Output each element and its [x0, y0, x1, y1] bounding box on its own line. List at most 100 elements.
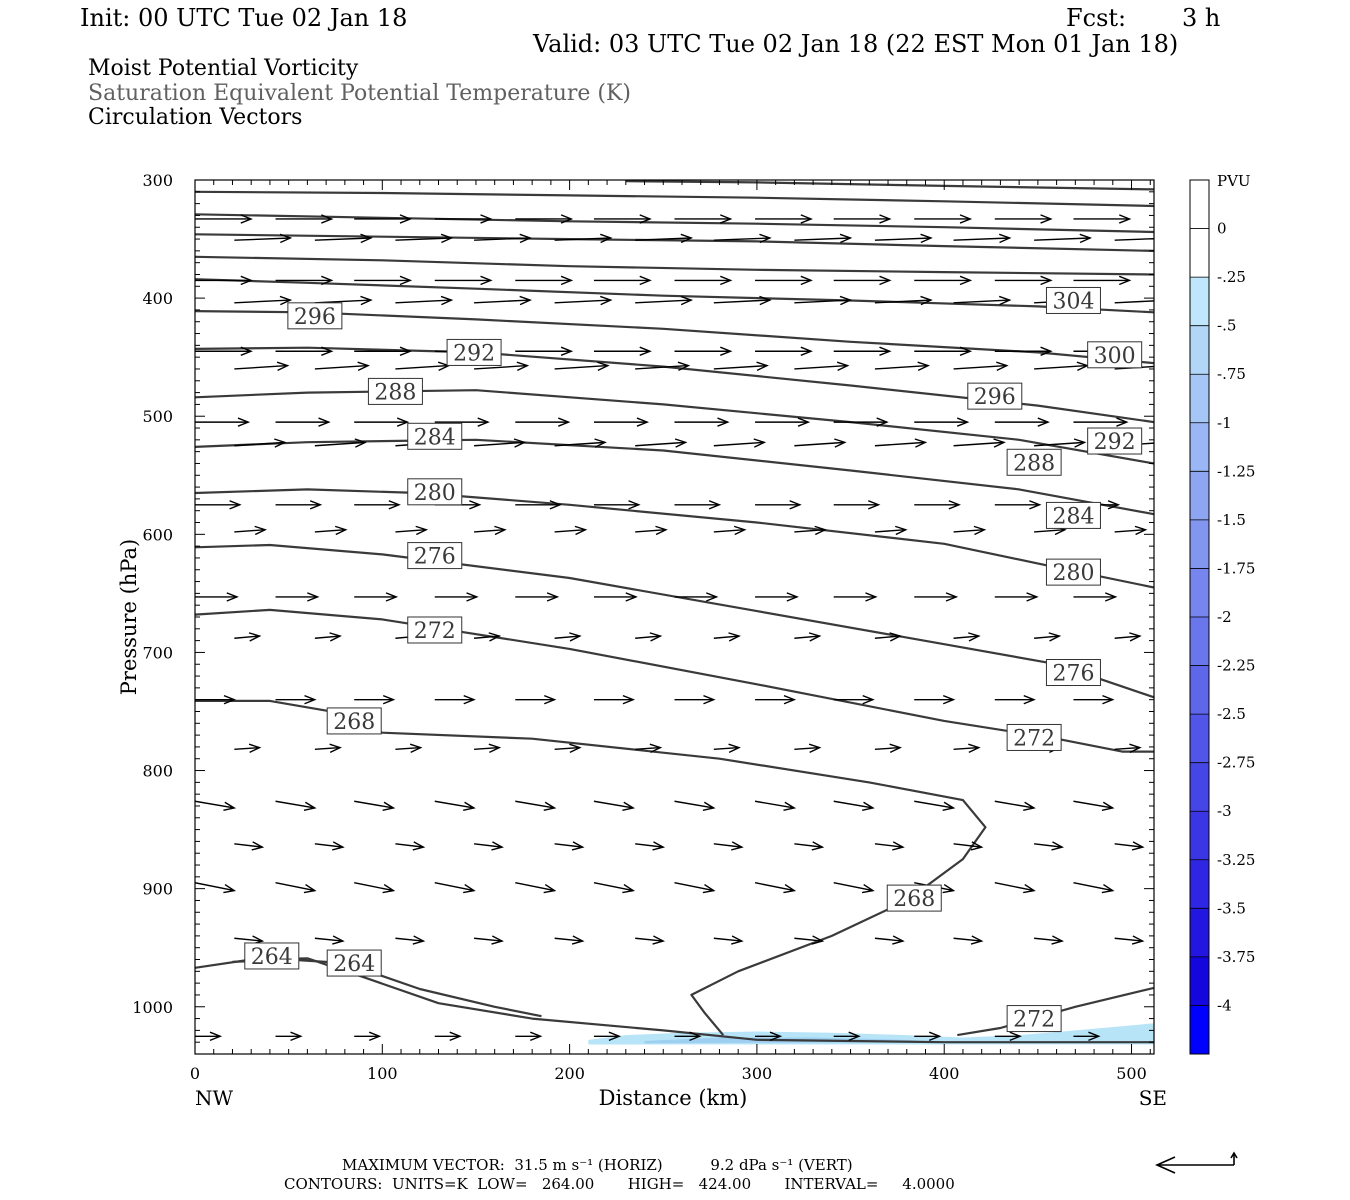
colorbar-label-13: -3.25 — [1217, 851, 1255, 869]
circulation-vector-5-6 — [713, 361, 769, 371]
circulation-vector-16-10 — [994, 882, 1036, 894]
colorbar-label-1: -.25 — [1217, 268, 1246, 286]
circulation-vector-14-0 — [195, 800, 237, 811]
circulation-vector-18-8 — [833, 1031, 861, 1042]
colorbar-swatch-16 — [1190, 956, 1209, 1006]
y-tick-label-700: 700 — [142, 643, 173, 662]
circulation-vector-17-7 — [794, 935, 825, 945]
circulation-vector-11-5 — [635, 632, 663, 642]
x-tick-label-500: 500 — [1116, 1064, 1147, 1083]
circulation-vector-14-3 — [434, 800, 476, 811]
circulation-vector-1-4 — [554, 233, 613, 244]
x-tick-label-100: 100 — [367, 1064, 398, 1083]
svg-text:296: 296 — [294, 305, 336, 330]
circulation-vector-9-11 — [1114, 525, 1148, 536]
colorbar-swatch-8 — [1190, 568, 1209, 617]
svg-text:272: 272 — [1013, 726, 1055, 751]
circulation-vector-10-11 — [1073, 592, 1118, 602]
circulation-vector-10-3 — [434, 592, 479, 602]
colorbar-label-0: 0 — [1217, 220, 1227, 238]
circulation-vector-6-5 — [593, 417, 650, 427]
colorbar-label-7: -1.75 — [1217, 559, 1255, 577]
colorbar-swatch-15 — [1190, 908, 1209, 957]
circulation-vector-8-0 — [195, 500, 242, 510]
y-tick-label-500: 500 — [142, 407, 173, 426]
svg-text:284: 284 — [414, 425, 456, 450]
circulation-vector-11-8 — [874, 632, 902, 642]
circulation-vector-5-1 — [314, 361, 370, 371]
colorbar-swatch-14 — [1190, 859, 1209, 909]
contour-label-264-9: 264 — [244, 942, 300, 970]
circulation-vector-13-6 — [713, 743, 741, 753]
circulation-vector-6-3 — [434, 417, 490, 427]
circulation-vector-14-1 — [275, 800, 317, 811]
circulation-vector-18-4 — [515, 1031, 543, 1042]
circulation-vector-17-4 — [554, 935, 585, 945]
circulation-vector-10-2 — [354, 592, 399, 602]
colorbar-label-16: -4 — [1217, 996, 1232, 1014]
colorbar-units: PVU — [1217, 172, 1251, 190]
title-moist-pv: Moist Potential Vorticity — [88, 56, 359, 81]
circulation-vector-7-5 — [635, 438, 688, 448]
circulation-vector-16-2 — [354, 882, 396, 894]
circulation-vector-7-0 — [234, 438, 287, 448]
circulation-vector-0-6 — [674, 214, 733, 224]
circulation-vector-15-7 — [794, 841, 825, 851]
theta-contour-284-7 — [195, 438, 1154, 516]
circulation-vector-11-11 — [1114, 632, 1142, 642]
circulation-vector-7-7 — [794, 438, 847, 448]
circulation-vector-13-5 — [635, 743, 663, 753]
circulation-vector-15-6 — [713, 841, 744, 851]
colorbar-label-6: -1.5 — [1217, 511, 1246, 529]
svg-text:292: 292 — [1094, 430, 1136, 455]
circulation-vector-1-9 — [953, 233, 1012, 244]
theta-contour-304-12 — [195, 255, 1154, 276]
circulation-vector-7-3 — [474, 438, 527, 448]
colorbar-swatch-17 — [1190, 1005, 1209, 1054]
circulation-vector-1-7 — [794, 233, 853, 244]
circulation-vector-12-7 — [755, 694, 797, 705]
circulation-vector-2-1 — [275, 275, 334, 286]
colorbar-label-15: -3.75 — [1217, 948, 1255, 966]
pv-colorbar: 0 -.25 -.5 -.75 -1 -1.25 -1.5 -1.75 -2 -2.25 -2.5 -… — [1189, 179, 1255, 1055]
circulation-vector-15-2 — [395, 841, 426, 851]
circulation-vector-10-6 — [674, 592, 719, 602]
contour-label-272-20: 272 — [1006, 1005, 1062, 1033]
theta-contour-308-13 — [195, 233, 1154, 252]
svg-text:292: 292 — [453, 341, 495, 366]
circulation-vector-12-5 — [593, 694, 636, 705]
circulation-vector-17-8 — [874, 935, 905, 945]
circulation-vector-9-1 — [314, 525, 348, 536]
circulation-vector-0-7 — [755, 214, 813, 224]
circulation-vector-11-0 — [234, 632, 262, 642]
circulation-vector-10-5 — [593, 592, 638, 602]
circulation-vector-18-6 — [674, 1031, 702, 1042]
circulation-vector-15-11 — [1114, 841, 1145, 851]
circulation-vector-1-3 — [474, 233, 532, 244]
circulation-vector-3-6 — [713, 295, 772, 306]
circulation-vector-18-0 — [195, 1031, 223, 1042]
circulation-vector-2-0 — [195, 275, 253, 286]
reference-vector-icon — [1155, 1151, 1238, 1174]
circulation-vector-9-7 — [794, 525, 828, 536]
circulation-vector-4-10 — [994, 346, 1053, 356]
colorbar-label-12: -3 — [1217, 802, 1232, 820]
circulation-vector-14-4 — [515, 800, 557, 811]
circulation-vector-3-7 — [794, 295, 853, 306]
circulation-vector-13-3 — [474, 743, 502, 753]
circulation-vector-5-2 — [395, 361, 451, 371]
contour-label-276-18: 276 — [1045, 659, 1101, 687]
circulation-vector-2-6 — [674, 275, 733, 286]
circulation-vector-9-2 — [395, 525, 429, 536]
circulation-vector-18-12 — [1154, 1032, 1179, 1040]
circulation-vector-4-1 — [275, 346, 334, 356]
circulation-vector-5-9 — [953, 361, 1009, 371]
circulation-vector-18-3 — [434, 1031, 462, 1042]
circulation-vector-1-2 — [395, 233, 454, 244]
circulation-vector-12-1 — [275, 694, 317, 705]
colorbar-swatch-10 — [1190, 665, 1209, 715]
contour-label-276-5: 276 — [407, 542, 463, 570]
y-tick-label-400: 400 — [142, 289, 173, 308]
circulation-vector-4-0 — [195, 346, 253, 356]
x-left-end-label: NW — [195, 1086, 234, 1110]
